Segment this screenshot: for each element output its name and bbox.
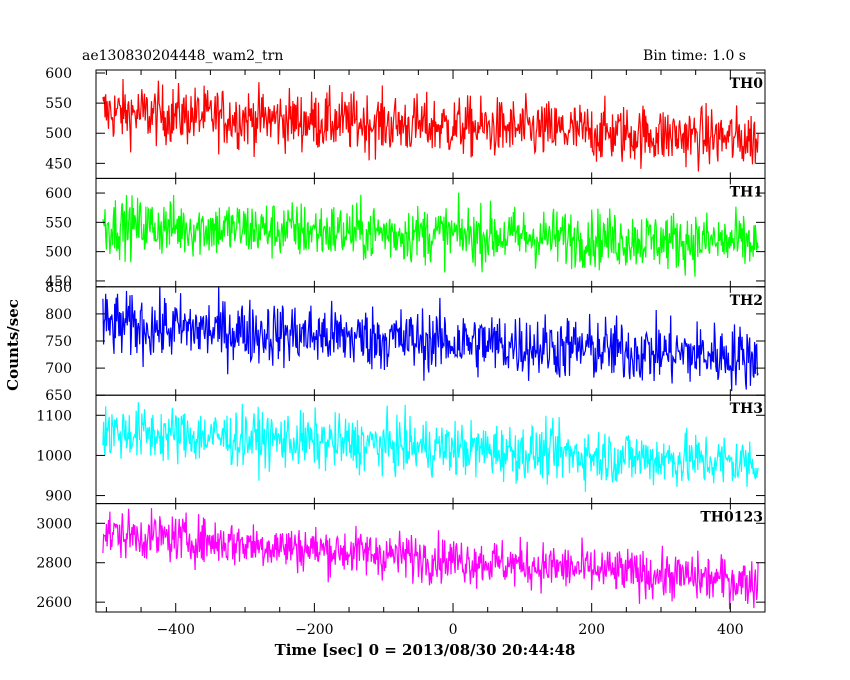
y-tick-label-th2: 700 [45, 361, 72, 377]
series-label-th0123: TH0123 [700, 510, 763, 526]
y-tick-label-th2: 850 [45, 280, 72, 296]
x-tick-label: −400 [156, 622, 194, 638]
y-tick-label-th0123: 3000 [36, 516, 72, 532]
y-tick-label-th0123: 2800 [36, 556, 72, 572]
series-line-th0123 [102, 508, 759, 610]
y-tick-label-th1: 450 [45, 274, 72, 290]
y-tick-label-th0123: 2600 [36, 595, 72, 611]
y-tick-label-th2: 650 [45, 388, 72, 404]
x-tick-label: 400 [717, 622, 744, 638]
panels-group: 450 500 550 600 TH0 450 500 550 600 TH1 650 700 750 8… [36, 66, 766, 638]
y-tick-label-th0: 450 [45, 156, 72, 172]
panel-frame-th0123 [95, 503, 766, 613]
y-tick-label-th0: 550 [45, 96, 72, 112]
y-tick-label-th1: 500 [45, 245, 72, 261]
y-tick-label-th0: 500 [45, 126, 72, 142]
series-label-th3: TH3 [730, 401, 763, 417]
header-left-title: ae130830204448_wam2_trn [82, 48, 283, 64]
y-axis-label: Counts/sec [4, 299, 22, 391]
series-label-th0: TH0 [730, 76, 764, 92]
series-line-th1 [102, 192, 759, 277]
x-tick-label: −200 [295, 622, 333, 638]
panel-frame-th1 [95, 177, 766, 288]
y-tick-label-th3: 1000 [36, 448, 72, 464]
y-tick-label-th2: 750 [45, 334, 72, 350]
x-tick-label: 0 [449, 622, 458, 638]
series-line-th3 [102, 402, 759, 492]
series-label-th1: TH1 [730, 184, 763, 200]
y-tick-label-th0: 600 [45, 66, 72, 82]
header-right-title: Bin time: 1.0 s [643, 48, 746, 64]
series-line-th0 [102, 78, 759, 172]
x-tick-label: 200 [578, 622, 605, 638]
x-axis-label: Time [sec] 0 = 2013/08/30 20:44:48 [275, 641, 576, 659]
y-tick-label-th3: 1100 [36, 408, 72, 424]
y-tick-label-th2: 800 [45, 307, 72, 323]
series-line-th2 [102, 286, 759, 392]
y-tick-label-th1: 600 [45, 186, 72, 202]
series-label-th2: TH2 [730, 293, 763, 309]
y-tick-label-th3: 900 [45, 489, 72, 505]
y-tick-label-th1: 550 [45, 215, 72, 231]
